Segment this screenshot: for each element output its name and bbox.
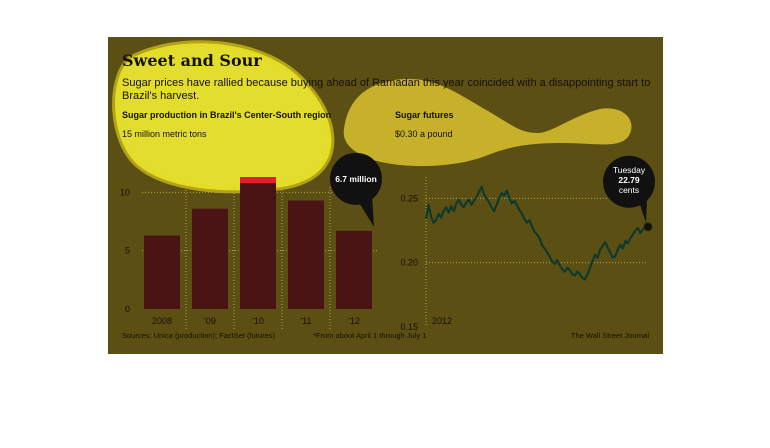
line-y-tick-label: 0.15 <box>400 322 418 332</box>
graphic-title: Sweet and Sour <box>122 51 262 70</box>
bar <box>192 208 228 309</box>
line-callout-label: Tuesday <box>613 165 646 175</box>
line-y-tick-label: 0.20 <box>400 258 418 268</box>
footnote: *From about April 1 through July 1 <box>313 331 427 340</box>
bar <box>336 230 372 309</box>
yellow-highlight-overlay <box>112 40 632 194</box>
line-y-tick-label: 0.25 <box>400 193 418 203</box>
line-chart-title: Sugar futures <box>395 110 454 120</box>
futures-series-line <box>424 185 649 281</box>
credit-line: The Wall Street Journal <box>570 331 649 340</box>
bar-y-tick-label: 5 <box>125 246 130 256</box>
bar <box>288 200 324 309</box>
bar-x-tick-label: '10 <box>252 316 264 326</box>
line-chart-unit-label: $0.30 a pound <box>395 129 453 139</box>
highlight-blob-left <box>112 40 335 194</box>
bar <box>240 177 276 309</box>
bar-callout-label: 6.7 million <box>335 174 377 184</box>
bar-x-tick-label: '09 <box>204 316 216 326</box>
line-x-tick-label: 2012 <box>432 316 452 326</box>
line-end-marker <box>643 222 653 232</box>
sources-note: Sources: Unica (production); FactSet (fu… <box>122 331 275 340</box>
bar-chart-unit-label: 15 million metric tons <box>122 129 207 139</box>
bar <box>144 235 180 309</box>
line-callout-label: 22.79 <box>618 175 640 185</box>
bar-callout-bubble <box>330 152 382 205</box>
graphic-subtitle: Sugar prices have rallied because buying… <box>122 77 651 102</box>
bar-x-tick-label: 2008 <box>152 316 172 326</box>
line-callout-label: cents <box>619 185 639 195</box>
bar-top-highlight <box>240 177 276 184</box>
graphic-panel: Sweet and Sour Sugar prices have rallied… <box>108 37 663 354</box>
bar-chart-title: Sugar production in Brazil's Center-Sout… <box>122 110 332 120</box>
highlight-blob-right <box>343 78 632 167</box>
line-callout-bubble <box>603 155 655 208</box>
bar-x-tick-label: '11 <box>300 316 311 326</box>
bar-y-tick-label: 0 <box>125 304 130 314</box>
bar-y-tick-label: 10 <box>120 187 130 197</box>
bar-x-tick-label: '12 <box>348 316 360 326</box>
charts-canvas: 0 5 10 2008 '09 '10 '11 '12 6.7 million 0.15 0.20 0… <box>120 152 655 332</box>
